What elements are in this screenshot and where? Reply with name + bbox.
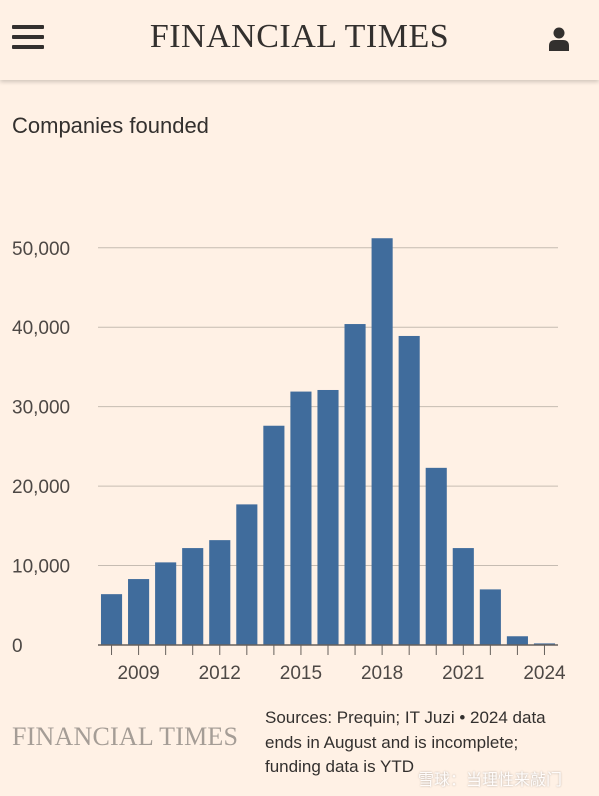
bar — [533, 643, 556, 645]
y-tick-label: 30,000 — [12, 398, 70, 419]
y-tick-label: 40,000 — [12, 318, 70, 339]
bar — [371, 238, 393, 645]
y-tick-label: 20,000 — [12, 477, 70, 498]
x-tick-label: 2015 — [280, 663, 322, 684]
bar — [506, 636, 528, 645]
x-tick-label: 2021 — [442, 663, 484, 684]
y-tick-label: 50,000 — [12, 239, 70, 260]
source-note: Sources: Prequin; IT Juzi • 2024 data en… — [265, 706, 585, 780]
bar-chart: 0 10,000 20,000 30,000 40,000 50,000 2009 2012 2… — [12, 238, 566, 684]
source-line: funding data is YTD — [265, 757, 414, 776]
bar — [425, 467, 447, 645]
x-tick-label: 2009 — [117, 663, 159, 684]
bar — [263, 425, 285, 645]
brand-logo[interactable]: FINANCIAL TIMES — [149, 18, 450, 55]
bar — [479, 589, 501, 645]
source-line: Sources: Prequin; IT Juzi • 2024 data — [265, 708, 546, 727]
bar — [128, 579, 150, 645]
bar — [317, 389, 339, 645]
bar — [290, 391, 312, 645]
hamburger-menu-icon[interactable] — [12, 25, 44, 49]
bar — [155, 562, 177, 645]
bar — [100, 594, 123, 645]
y-tick-label: 0 — [12, 636, 23, 657]
app-header: FINANCIAL TIMES — [0, 0, 599, 80]
x-tick-label: 2024 — [523, 663, 566, 684]
x-tick-label: 2012 — [199, 663, 241, 684]
y-tick-label: 10,000 — [12, 557, 70, 578]
user-icon[interactable] — [547, 26, 571, 52]
bar — [452, 548, 474, 645]
source-line: ends in August and is incomplete; — [265, 732, 519, 752]
watermark: 雪球：当理性来敲门 — [418, 772, 563, 789]
bar — [344, 324, 366, 645]
bar — [236, 504, 258, 645]
footer-brand-logo: FINANCIAL TIMES — [12, 722, 239, 751]
bar — [209, 540, 231, 645]
bar — [398, 335, 420, 645]
x-tick-label: 2018 — [361, 663, 403, 684]
bar — [182, 548, 204, 645]
chart-title: Companies founded — [12, 113, 209, 138]
